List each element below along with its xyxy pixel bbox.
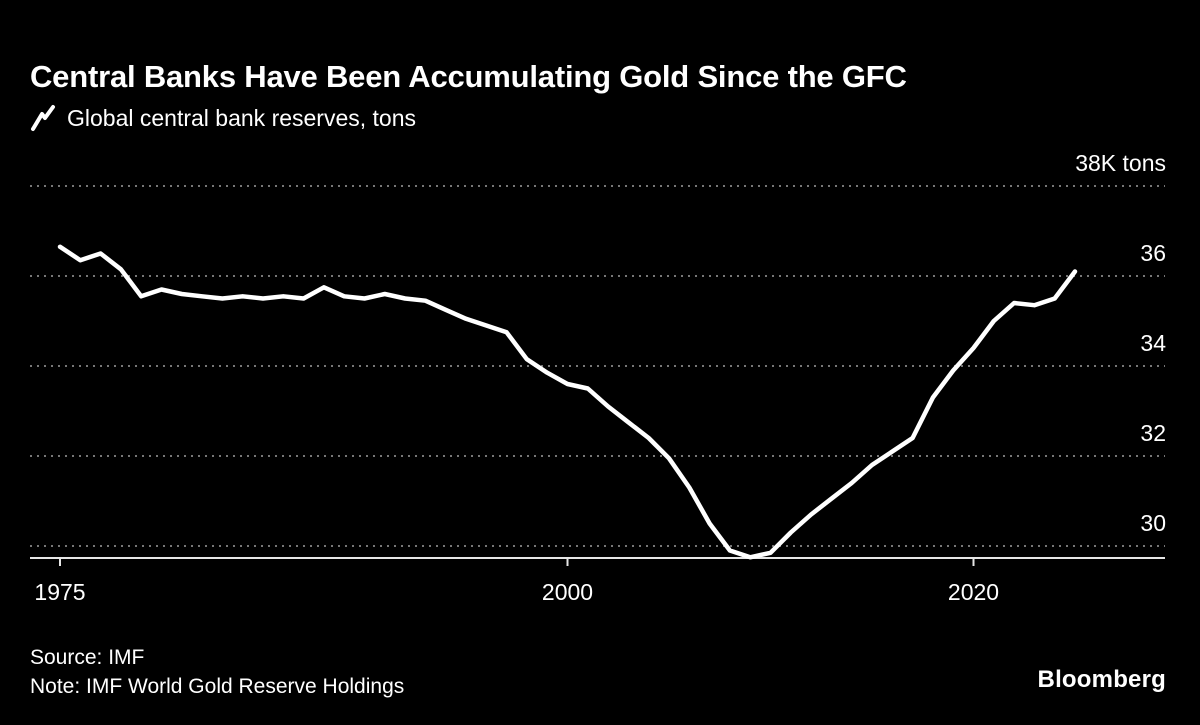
x-axis-tick-label: 2020 bbox=[948, 579, 999, 605]
y-axis-tick-label: 34 bbox=[1140, 330, 1166, 356]
note-text: Note: IMF World Gold Reserve Holdings bbox=[30, 675, 405, 698]
y-axis-tick-label: 38K tons bbox=[1075, 150, 1166, 176]
y-axis-tick-label: 30 bbox=[1140, 510, 1166, 536]
x-axis-tick-label: 2000 bbox=[542, 579, 593, 605]
chart-legend: Global central bank reserves, tons bbox=[30, 104, 416, 132]
legend-label: Global central bank reserves, tons bbox=[67, 104, 417, 131]
x-axis-tick-label: 1975 bbox=[34, 579, 85, 605]
chart-title: Central Banks Have Been Accumulating Gol… bbox=[30, 58, 907, 94]
bloomberg-logo: Bloomberg bbox=[1037, 666, 1166, 693]
series-key-icon bbox=[30, 104, 56, 132]
source-note-block: Source: IMF Note: IMF World Gold Reserve… bbox=[30, 643, 404, 701]
source-text: Source: IMF bbox=[30, 646, 145, 669]
y-axis-tick-label: 32 bbox=[1140, 420, 1166, 446]
data-line bbox=[57, 244, 1078, 560]
y-axis-tick-label: 36 bbox=[1140, 240, 1166, 266]
